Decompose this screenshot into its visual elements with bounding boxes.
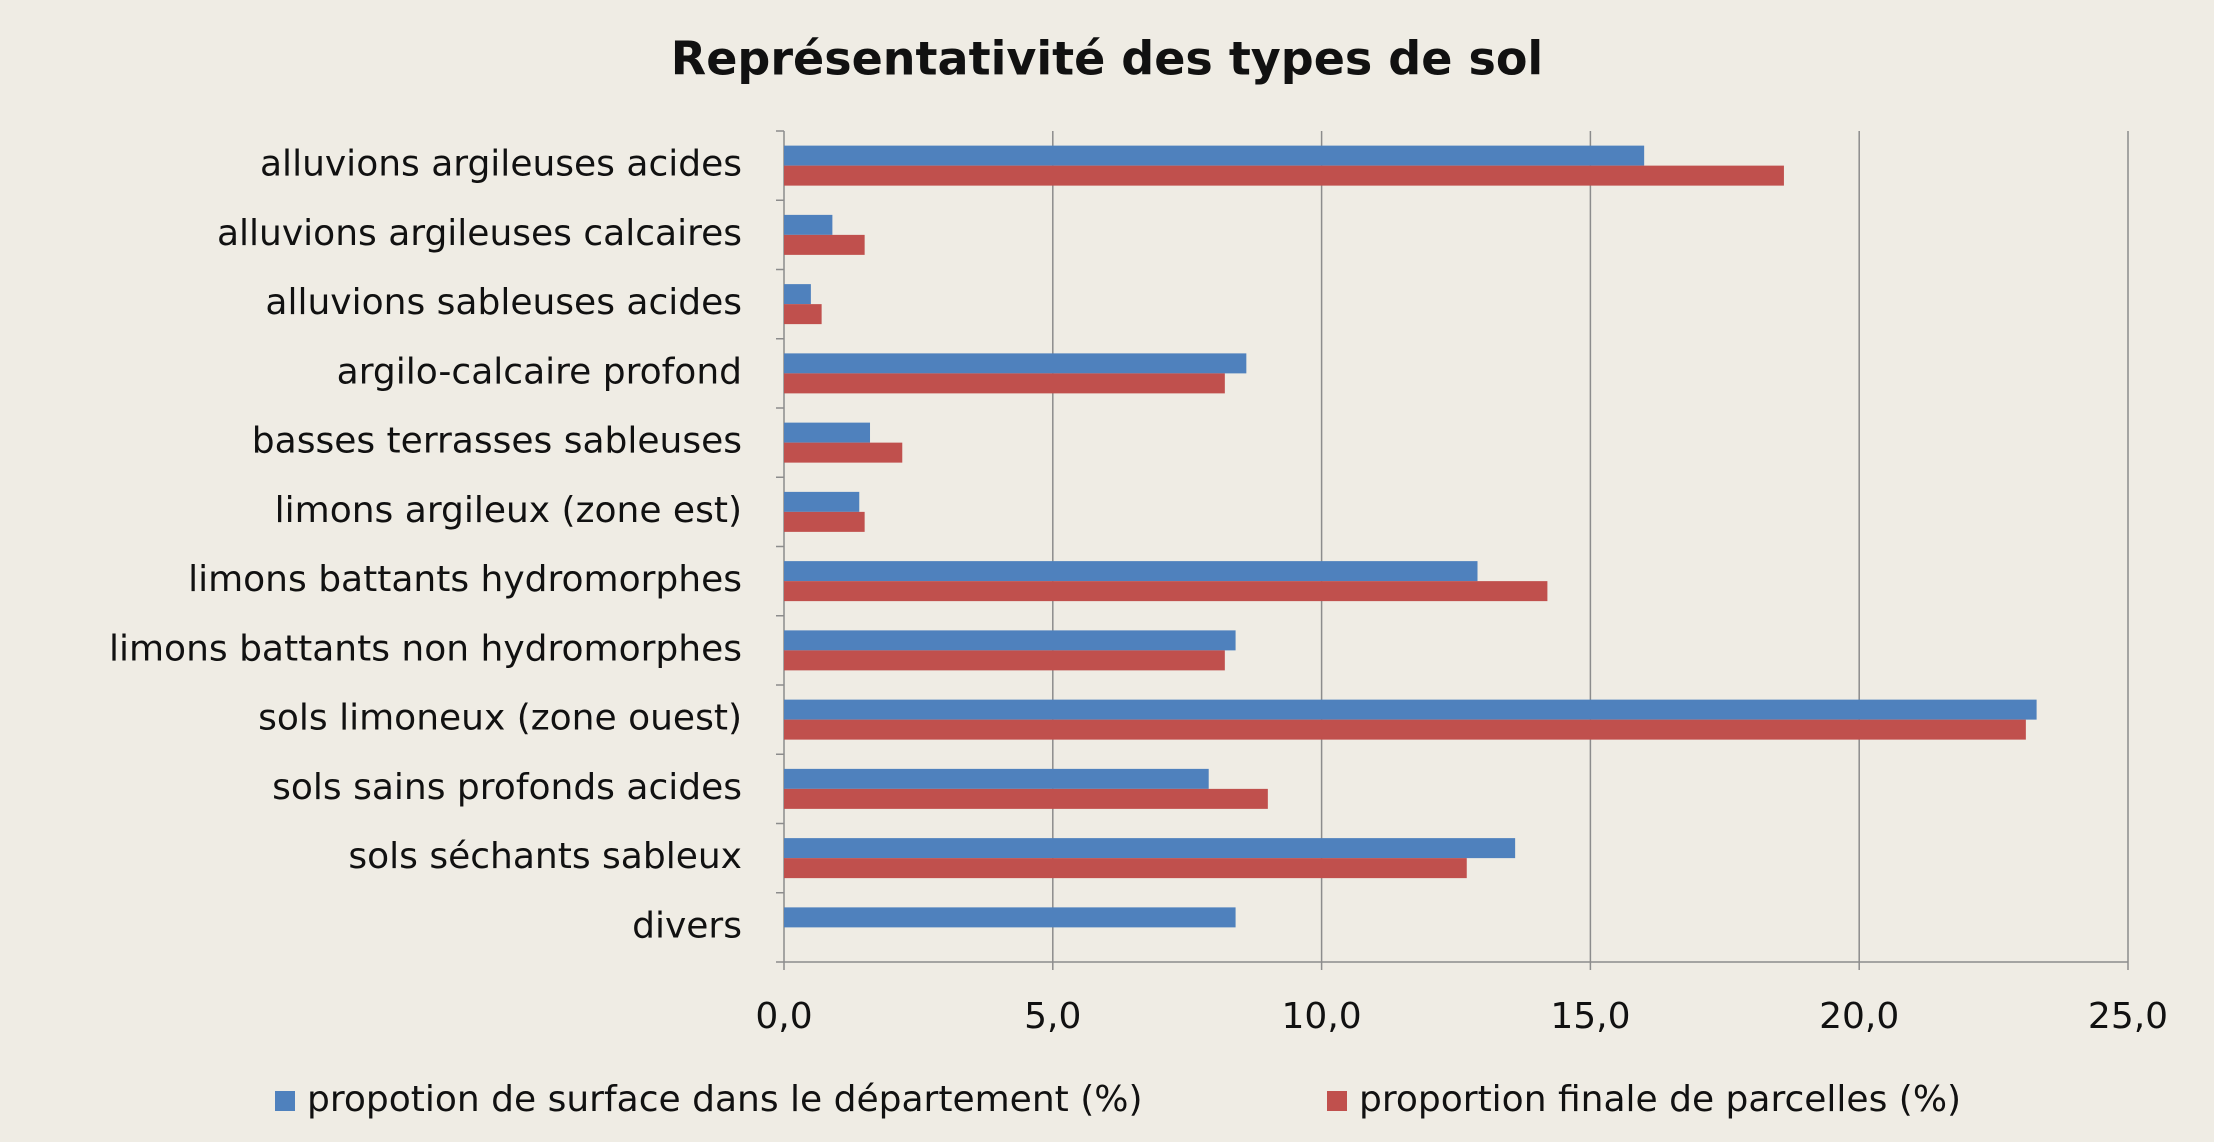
y-tick-label: limons battants hydromorphes <box>188 559 742 600</box>
bar <box>784 788 1268 809</box>
y-tick-label: alluvions argileuses calcaires <box>217 213 742 254</box>
bar <box>784 165 1784 186</box>
x-tick-label: 20,0 <box>1819 996 1899 1037</box>
legend-swatch <box>1327 1091 1347 1111</box>
y-tick-label: sols sains profonds acides <box>272 767 742 808</box>
bar <box>784 214 833 235</box>
bar <box>784 719 2026 740</box>
bar <box>784 353 1247 374</box>
y-tick-label: divers <box>632 905 742 946</box>
bar <box>784 442 903 463</box>
bar <box>784 284 811 305</box>
x-tick-label: 25,0 <box>2088 996 2168 1037</box>
bar <box>784 630 1236 651</box>
bar <box>784 234 865 255</box>
y-tick-label: limons argileux (zone est) <box>275 490 742 531</box>
bar <box>784 858 1467 879</box>
y-tick-label: alluvions argileuses acides <box>260 144 742 185</box>
bar <box>784 699 2037 720</box>
x-tick-label: 5,0 <box>1024 996 1081 1037</box>
chart-title: Représentativité des types de sol <box>671 32 1543 86</box>
y-tick-label: limons battants non hydromorphes <box>109 628 742 669</box>
y-tick-label: alluvions sableuses acides <box>265 282 742 323</box>
bar <box>784 422 871 443</box>
bar <box>784 650 1225 671</box>
bar <box>784 838 1516 859</box>
x-tick-label: 0,0 <box>755 996 812 1037</box>
legend-label: proportion finale de parcelles (%) <box>1359 1079 1961 1120</box>
x-tick-label: 10,0 <box>1282 996 1362 1037</box>
legend-swatch <box>275 1091 295 1111</box>
bar <box>784 581 1548 602</box>
x-tick-label: 15,0 <box>1550 996 1630 1037</box>
bar <box>784 304 822 325</box>
legend-label: propotion de surface dans le département… <box>307 1079 1143 1120</box>
bar <box>784 907 1236 928</box>
bar <box>784 511 865 532</box>
bar <box>784 145 1645 166</box>
y-tick-label: basses terrasses sableuses <box>252 421 742 462</box>
bar <box>784 768 1209 789</box>
y-tick-label: argilo-calcaire profond <box>337 351 742 392</box>
bar <box>784 561 1478 582</box>
bar <box>784 373 1225 394</box>
y-tick-label: sols limoneux (zone ouest) <box>258 698 742 739</box>
bar <box>784 491 860 512</box>
y-tick-label: sols séchants sableux <box>348 836 742 877</box>
